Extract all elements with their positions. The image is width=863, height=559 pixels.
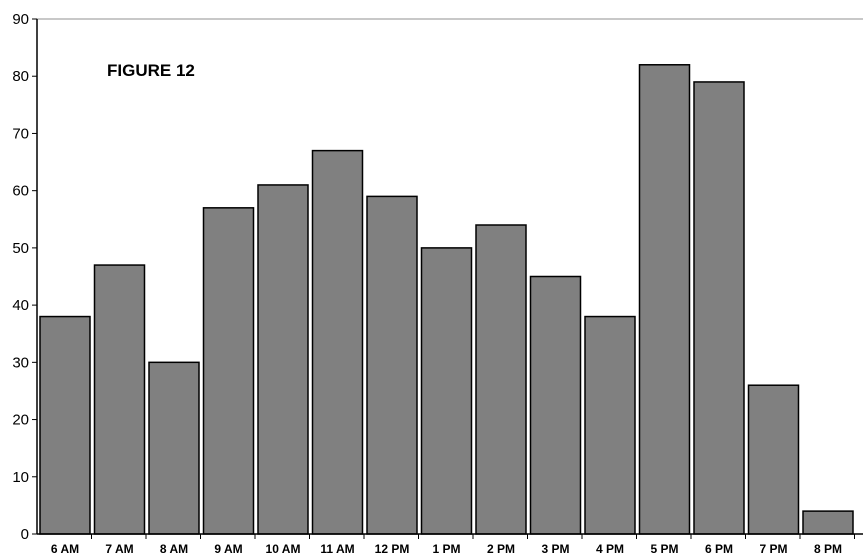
y-tick-label: 60: [12, 183, 29, 200]
x-tick-label: 5 PM: [650, 542, 678, 556]
x-tick-label: 9 AM: [214, 542, 242, 556]
bar-7-am: [95, 265, 145, 534]
bars-group: [40, 65, 853, 534]
x-tick-label: 6 AM: [51, 542, 79, 556]
y-tick-label: 70: [12, 125, 29, 142]
y-axis-ticks: 0 10 20 30 40 50 60 70 80 90: [12, 11, 37, 543]
y-tick-label: 20: [12, 412, 29, 429]
y-tick-label: 90: [12, 11, 29, 28]
bar-6-pm: [694, 82, 744, 534]
chart-title: FIGURE 12: [107, 61, 195, 80]
bar-12-pm: [367, 196, 417, 534]
x-tick-label: 11 AM: [320, 542, 354, 556]
bar-10-am: [258, 185, 308, 534]
x-tick-label: 8 AM: [160, 542, 188, 556]
y-tick-label: 30: [12, 354, 29, 371]
x-tick-label: 8 PM: [814, 542, 842, 556]
bar-8-am: [149, 362, 199, 534]
x-tick-label: 4 PM: [596, 542, 624, 556]
x-tick-label: 6 PM: [705, 542, 733, 556]
x-tick-label: 1 PM: [432, 542, 460, 556]
x-tick-label: 10 AM: [266, 542, 301, 556]
y-tick-label: 50: [12, 240, 29, 257]
x-tick-label: 7 AM: [105, 542, 133, 556]
x-tick-label: 3 PM: [541, 542, 569, 556]
bar-9-am: [204, 208, 254, 534]
y-tick-label: 40: [12, 297, 29, 314]
bar-5-pm: [640, 65, 690, 534]
x-tick-label: 7 PM: [759, 542, 787, 556]
y-tick-label: 80: [12, 68, 29, 85]
x-tick-label: 2 PM: [487, 542, 515, 556]
bar-7-pm: [749, 385, 799, 534]
bar-6-am: [40, 317, 90, 534]
x-axis-ticks: 6 AM 7 AM 8 AM 9 AM 10 AM 11 AM 12 PM 1 PM 2 PM 3…: [51, 534, 855, 556]
bar-11-am: [313, 151, 363, 534]
bar-2-pm: [476, 225, 526, 534]
y-tick-label: 0: [21, 526, 29, 543]
bar-8-pm: [803, 511, 853, 534]
bar-4-pm: [585, 317, 635, 534]
bar-3-pm: [531, 277, 581, 535]
y-tick-label: 10: [12, 469, 29, 486]
bar-1-pm: [422, 248, 472, 534]
x-tick-label: 12 PM: [375, 542, 410, 556]
